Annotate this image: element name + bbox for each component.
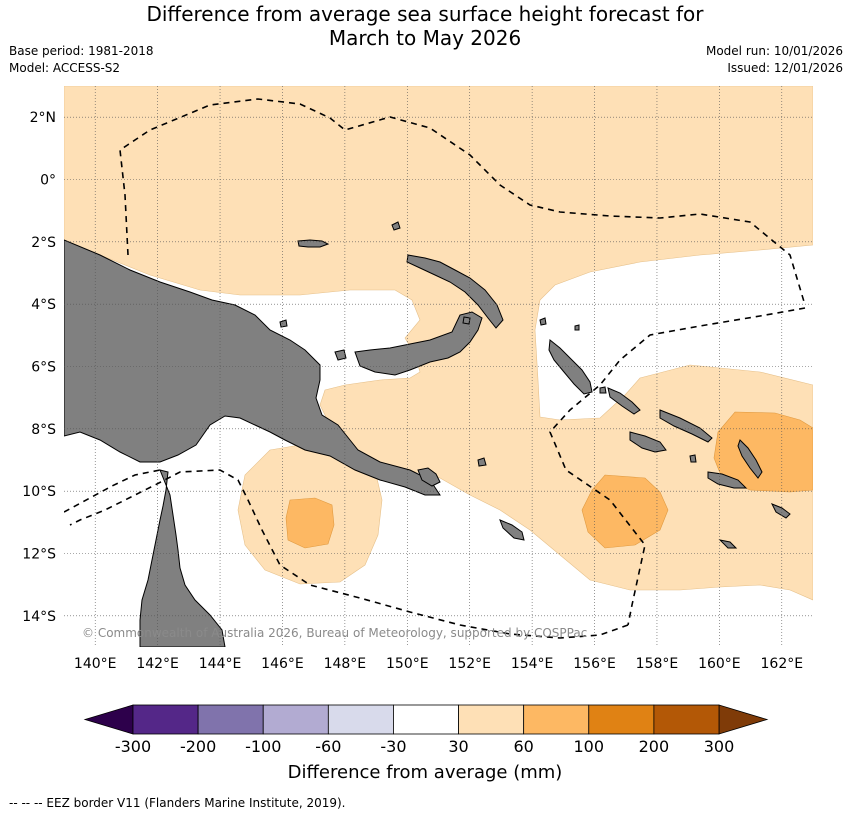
title-line-1: Difference from average sea surface heig… [146,2,704,26]
lon-tick-label: 152°E [448,656,491,672]
model-run-date: Model run: 10/01/2026 [705,44,843,58]
copyright-notice: © Commonwealth of Australia 2026, Bureau… [82,626,587,640]
lon-tick-label: 142°E [136,656,179,672]
footer-legend-note: -- -- -- EEZ border V11 (Flanders Marine… [9,796,346,810]
lat-tick-label: 2°S [31,235,56,251]
colorbar-tick-label: -30 [380,737,406,756]
colorbar-bin [393,704,459,735]
base-period: Base period: 1981-2018 [9,44,154,58]
eez-png-south [69,469,629,639]
lat-tick-label: 12°S [22,547,56,563]
lat-tick-label: 6°S [31,360,56,376]
lon-tick-label: 160°E [698,656,741,672]
base-info: Base period: 1981-2018 Model: ACCESS-S2 [9,43,154,77]
colorbar-bin [458,704,525,735]
colorbar-bin [588,704,655,735]
colorbar-bin [327,704,394,735]
cape-york-landmass [139,469,226,647]
colorbar-tick-label: -200 [180,737,216,756]
manus-island [297,239,330,248]
colorbar-bin [132,704,199,735]
lon-tick-label: 148°E [324,656,367,672]
colorbar-tick-label: 60 [513,737,533,756]
colorbar-tick-label: 300 [704,737,735,756]
rennell-island [770,503,791,519]
lat-tick-label: 4°S [31,297,56,313]
longitude-labels: 140°E 142°E 144°E 146°E 148°E 150°E 152°E 154°E… [74,656,803,672]
colorbar-bin [197,704,264,735]
lon-tick-label: 150°E [386,656,429,672]
lon-tick-label: 146°E [261,656,304,672]
lon-tick-label: 154°E [511,656,554,672]
colorbar-tick-label: 30 [448,737,468,756]
anomaly-high-area-2 [581,474,669,549]
anomaly-high-area-3 [713,411,813,493]
malaita-island [737,439,763,479]
colorbar-tick-label: -100 [245,737,281,756]
chart-title: Difference from average sea surface heig… [0,2,850,50]
colorbar-bin [653,704,720,735]
lon-tick-label: 140°E [74,656,117,672]
latitude-labels: 2°N 0° 2°S 4°S 6°S 8°S 10°S 12°S 14°S [22,110,56,625]
run-info: Model run: 10/01/2026 Issued: 12/01/2026 [706,43,843,77]
dentrecasteaux-islands [417,467,441,487]
eez-borders [64,98,806,639]
lat-tick-label: 14°S [22,609,56,625]
new-ireland-island [406,254,504,329]
colorbar: -300 -200 -100 -60 -30 30 60 100 200 300 [83,704,769,756]
eez-australia-inner [64,469,161,513]
issued-date: Issued: 12/01/2026 [727,61,843,75]
title-line-2: March to May 2026 [328,26,522,50]
makira-island [707,471,748,489]
lat-tick-label: 2°N [30,110,56,126]
lon-tick-label: 162°E [761,656,804,672]
colorbar-tick-label: 200 [639,737,670,756]
eez-solomons [549,307,806,626]
louisiade-archipelago [499,519,525,541]
admiralty-small-isles [279,316,471,361]
new-guinea-landmass [64,239,441,496]
colorbar-title: Difference from average (mm) [288,762,563,783]
colorbar-low-extend [83,704,134,735]
lon-tick-label: 158°E [636,656,679,672]
graticule [64,86,813,647]
colorbar-tick-label: -60 [315,737,341,756]
bougainville-island [548,339,593,395]
model-name: Model: ACCESS-S2 [9,61,121,75]
lon-tick-label: 156°E [573,656,616,672]
land-masses [64,221,791,647]
colorbar-bin [523,704,590,735]
lat-tick-label: 10°S [22,484,56,500]
small-islands [391,221,738,549]
santa-isabel-island [659,409,713,443]
colorbar-tick-label: 100 [574,737,605,756]
colorbar-high-extend [718,704,769,735]
new-britain-island [354,311,483,376]
lat-tick-label: 0° [40,173,56,189]
anomaly-high-area-1 [285,497,335,549]
colorbar-bin [262,704,329,735]
lon-tick-label: 144°E [199,656,242,672]
choiseul-island [607,387,641,415]
map-panel: © Commonwealth of Australia 2026, Bureau… [64,86,813,647]
lat-tick-label: 8°S [31,422,56,438]
colorbar-tick-label: -300 [115,737,151,756]
